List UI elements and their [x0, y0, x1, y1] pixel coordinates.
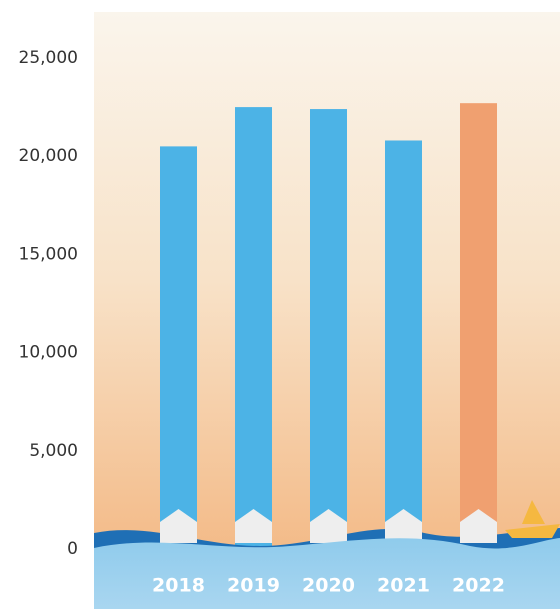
paper-boat [505, 500, 560, 538]
y-tick-label: 5,000 [29, 441, 78, 461]
y-tick-label: 25,000 [19, 48, 78, 68]
house [160, 509, 197, 543]
y-tick-label: 15,000 [19, 244, 78, 264]
bar [235, 107, 272, 549]
house [385, 509, 422, 543]
house [460, 509, 497, 543]
bar [160, 146, 197, 549]
water [94, 538, 560, 609]
house [235, 509, 272, 543]
x-tick-label: 2020 [302, 575, 355, 597]
bar [385, 140, 422, 549]
y-tick-label: 10,000 [19, 343, 78, 363]
bars [160, 103, 497, 550]
x-tick-label: 2019 [227, 575, 280, 597]
houses [160, 509, 497, 543]
bar [460, 103, 497, 549]
x-tick-label: 2018 [152, 575, 205, 597]
house [310, 509, 347, 543]
y-tick-label: 20,000 [19, 146, 78, 166]
bar [310, 109, 347, 550]
x-tick-label: 2022 [452, 575, 505, 597]
x-tick-label: 2021 [377, 575, 430, 597]
y-tick-label: 0 [67, 539, 78, 559]
labels: 0 5,000 10,000 15,000 20,000 25,000 2018 2019 20… [19, 48, 505, 597]
